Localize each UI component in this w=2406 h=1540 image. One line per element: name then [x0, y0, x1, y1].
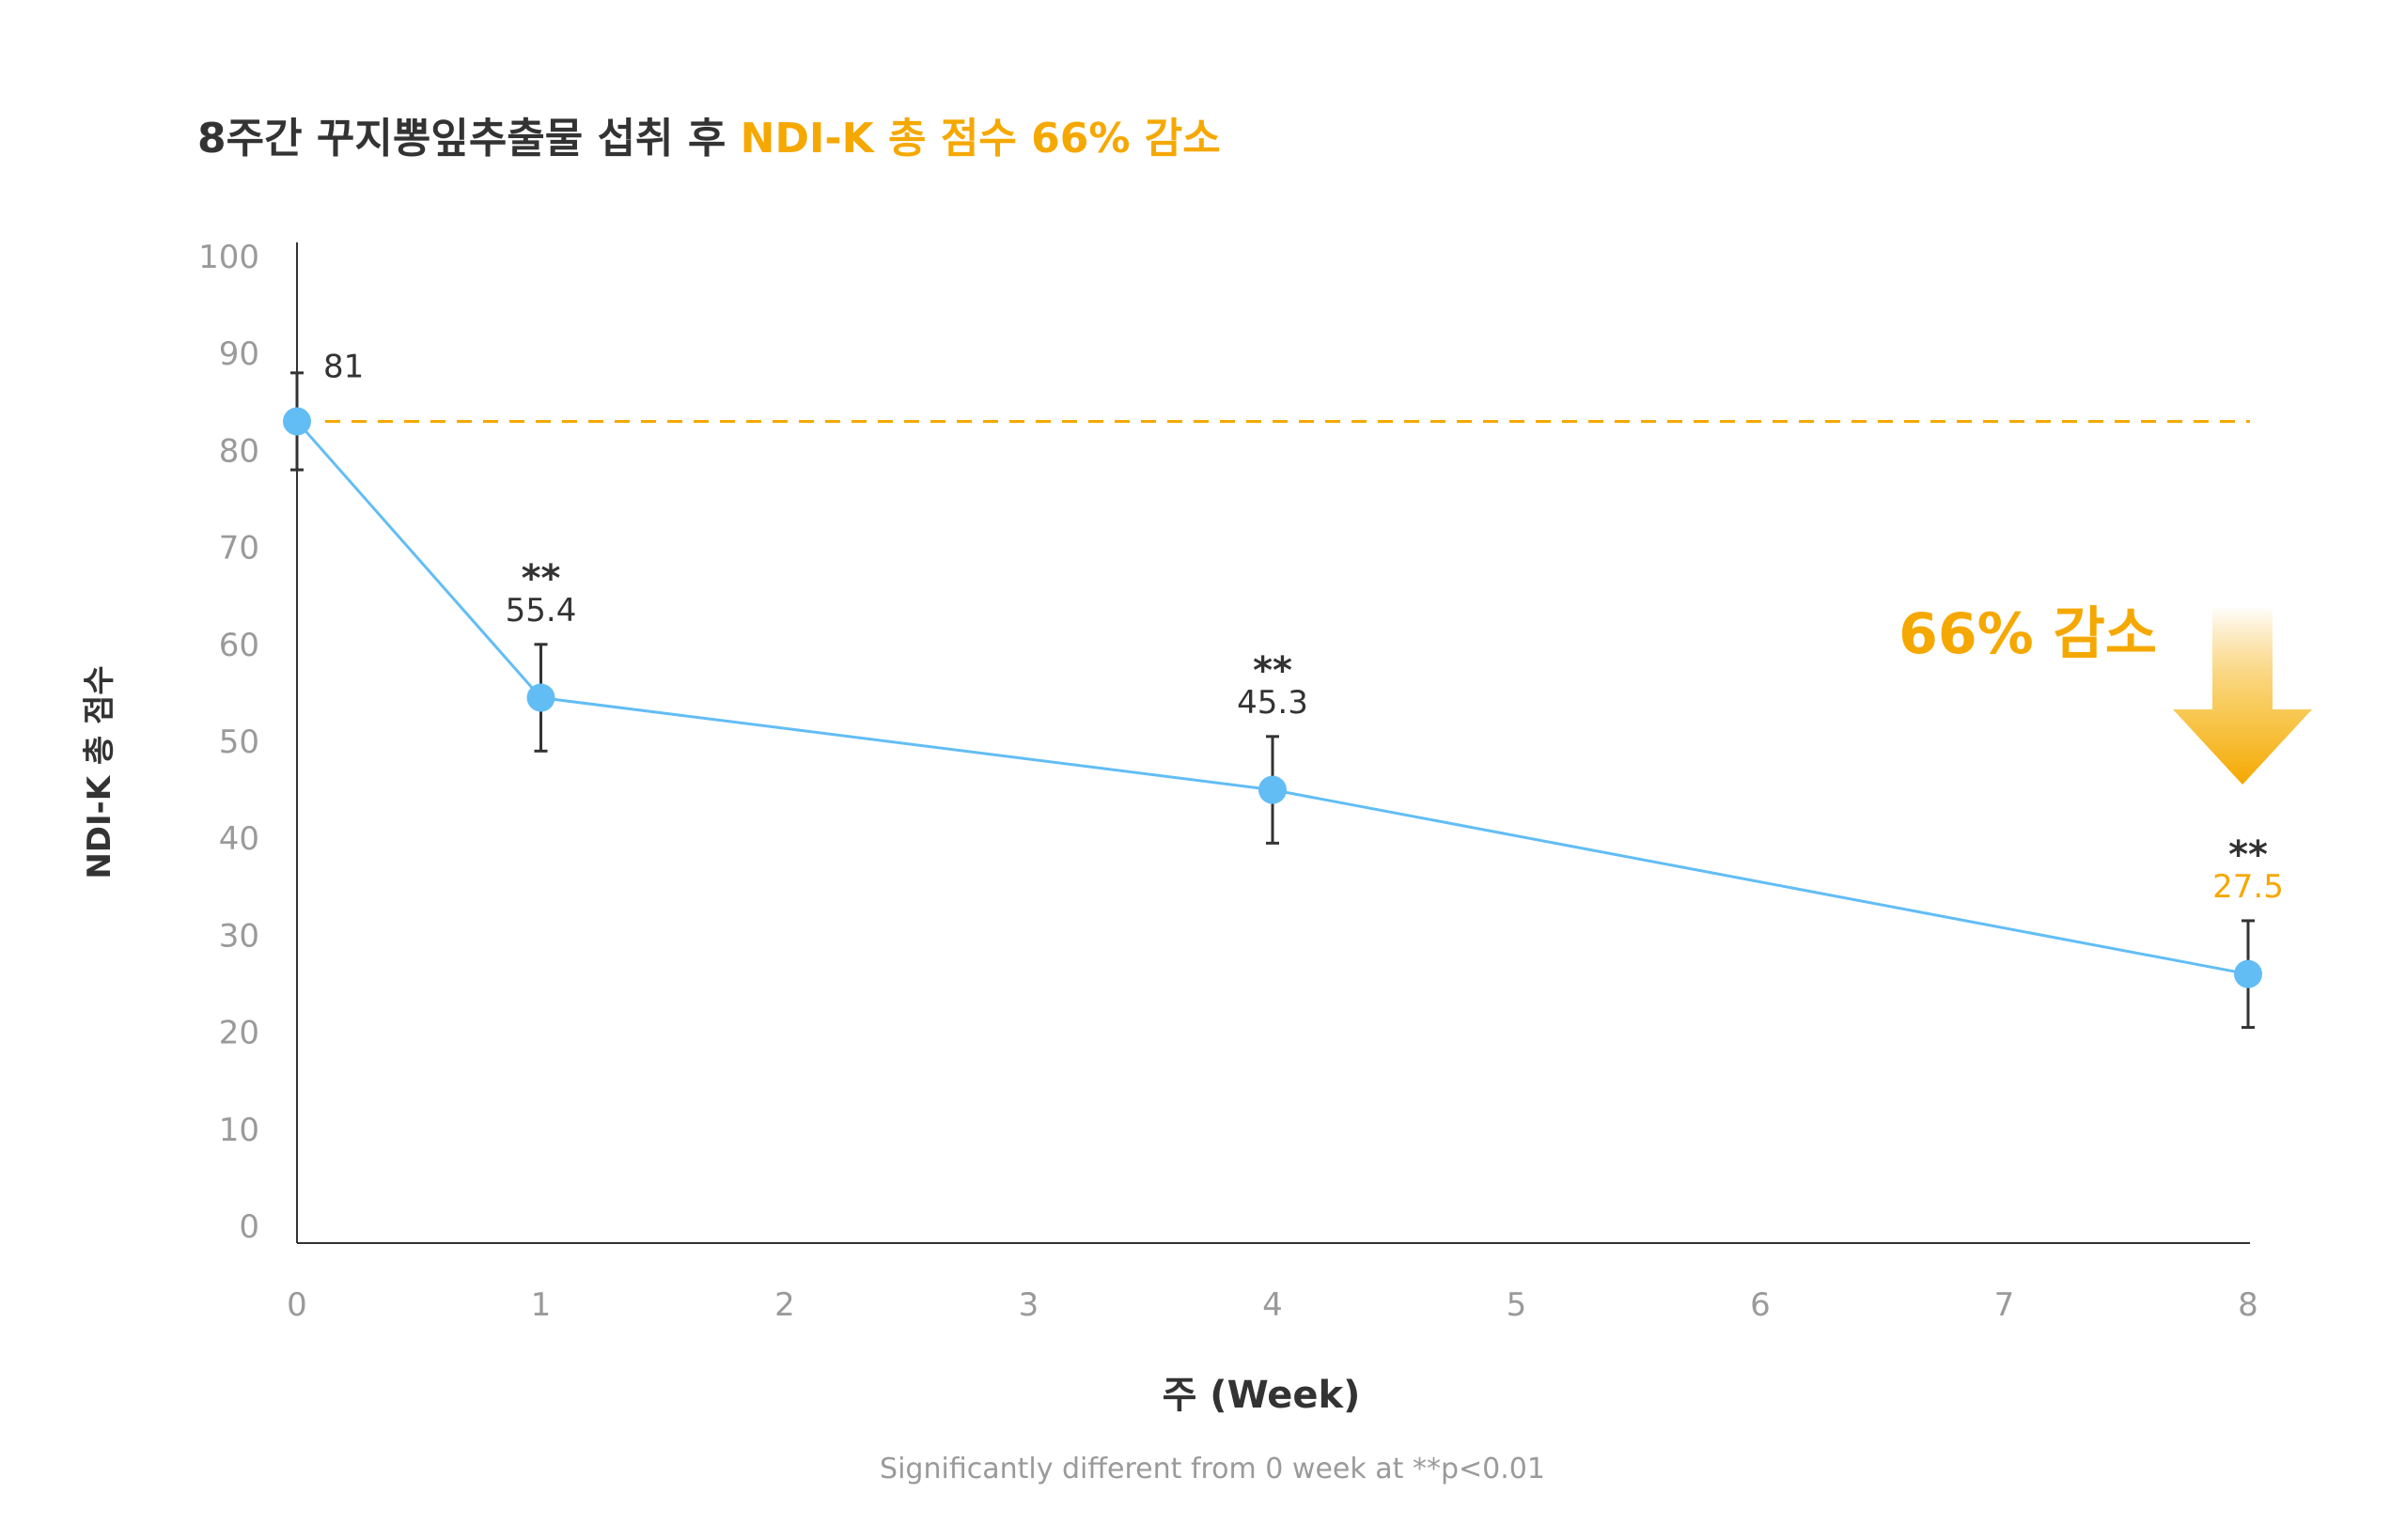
y-tick-label: 60	[219, 627, 259, 664]
data-point	[283, 407, 311, 436]
x-tick-label: 1	[531, 1286, 552, 1324]
data-point	[526, 683, 555, 712]
x-tick-label: 8	[2238, 1286, 2258, 1324]
down-arrow-icon	[2173, 606, 2312, 785]
y-tick-label: 80	[219, 432, 259, 470]
reduction-callout: 66% 감소	[1898, 601, 2157, 667]
y-tick-label: 90	[219, 335, 259, 373]
x-tick-label: 2	[774, 1286, 795, 1324]
data-value-label: 55.4	[506, 592, 577, 630]
significance-marker: **	[2228, 833, 2268, 877]
chart-title-part1: 8주간 꾸지뽕잎추출물 섭취 후	[197, 115, 741, 163]
data-value-label: 27.5	[2212, 868, 2284, 906]
x-tick-label: 4	[1262, 1286, 1283, 1324]
data-value-label: 81	[323, 348, 364, 385]
x-tick-label: 6	[1750, 1286, 1771, 1324]
significance-marker: **	[522, 557, 561, 600]
y-tick-label: 70	[219, 530, 259, 568]
series-line	[295, 420, 2249, 976]
data-point	[2234, 959, 2262, 988]
y-axis-title: NDI-K 총 점수	[81, 665, 118, 879]
x-tick-label: 7	[1994, 1286, 2015, 1324]
x-tick-label: 5	[1507, 1286, 1527, 1324]
y-tick-label: 40	[219, 820, 259, 858]
significance-marker: **	[1253, 649, 1292, 692]
data-value-label: 45.3	[1237, 684, 1308, 722]
y-tick-label: 0	[239, 1208, 259, 1246]
y-tick-label: 20	[219, 1015, 259, 1052]
y-axis-ticks: 0 10 20 30 40 50 60 70 80 90 100	[198, 239, 259, 1246]
y-tick-label: 10	[219, 1112, 259, 1149]
chart-title-part2: NDI-K 총 점수 66% 감소	[741, 115, 1221, 163]
reduction-arrow	[2173, 606, 2312, 785]
y-tick-label: 50	[219, 723, 259, 761]
x-tick-label: 3	[1019, 1286, 1039, 1324]
data-point	[1258, 775, 1287, 804]
x-axis-title: 주 (Week)	[1163, 1374, 1361, 1417]
y-tick-label: 100	[198, 239, 259, 276]
y-tick-label: 30	[219, 917, 259, 955]
chart-title: 8주간 꾸지뽕잎추출물 섭취 후 NDI-K 총 점수 66% 감소	[197, 115, 1221, 163]
data-points	[283, 407, 2262, 988]
footnote: Significantly different from 0 week at *…	[880, 1453, 1545, 1486]
x-axis-ticks: 0 1 2 3 4 5 6 7 8	[287, 1286, 2258, 1324]
x-tick-label: 0	[287, 1286, 307, 1324]
